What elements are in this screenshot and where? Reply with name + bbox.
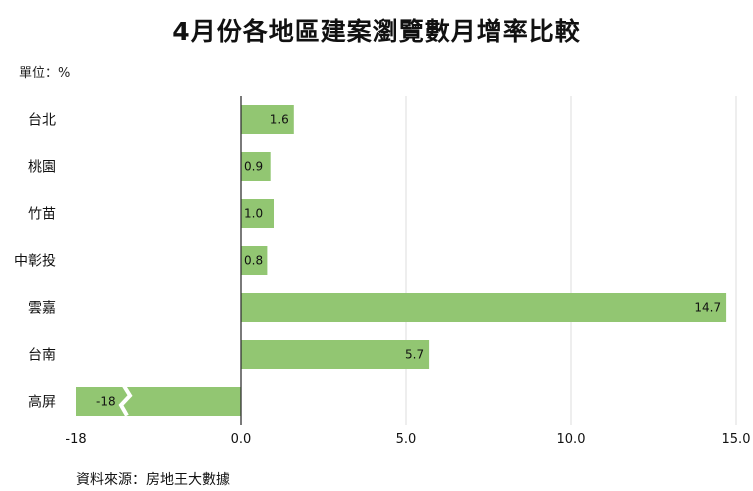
x-tick-label-3: 10.0 (557, 432, 586, 447)
value-label-竹苗: 1.0 (244, 207, 263, 221)
value-label-桃園: 0.9 (244, 160, 263, 174)
chart-title: 4月份各地區建案瀏覽數月增率比較 (172, 17, 581, 46)
category-label-台北: 台北 (28, 113, 56, 129)
gridlines (405, 96, 737, 425)
bar-中彰投 (241, 246, 268, 275)
bar-高屏 (76, 387, 241, 416)
category-label-中彰投: 中彰投 (14, 253, 56, 270)
value-label-台南: 5.7 (405, 348, 424, 362)
bars: 1.6 0.9 1.0 0.8 14.7 5.7 -18 (76, 96, 727, 425)
category-label-雲嘉: 雲嘉 (28, 301, 56, 317)
x-tick-label-2: 5.0 (396, 432, 417, 447)
x-tick-label-4: 15.0 (722, 432, 751, 447)
bar-台南 (241, 340, 430, 369)
category-label-桃園: 桃園 (28, 160, 56, 176)
bar-竹苗 (241, 199, 274, 228)
category-label-台南: 台南 (28, 348, 56, 364)
value-label-台北: 1.6 (270, 113, 289, 127)
axis-break-mark (118, 384, 133, 417)
value-label-高屏: -18 (96, 395, 116, 409)
x-tick-label-1: 0.0 (231, 432, 252, 447)
category-label-竹苗: 竹苗 (28, 207, 56, 223)
value-label-中彰投: 0.8 (244, 254, 263, 268)
x-axis-ticks: -18 0.0 5.0 10.0 15.0 (65, 432, 750, 447)
bar-桃園 (241, 152, 271, 181)
x-tick-label-0: -18 (65, 432, 86, 447)
source-note: 資料來源：房地王大數據 (76, 472, 230, 488)
unit-label: 單位：% (19, 66, 71, 81)
bar-台北 (241, 105, 294, 134)
category-label-高屏: 高屏 (28, 394, 56, 411)
value-label-雲嘉: 14.7 (694, 301, 721, 315)
bar-雲嘉 (241, 293, 727, 322)
